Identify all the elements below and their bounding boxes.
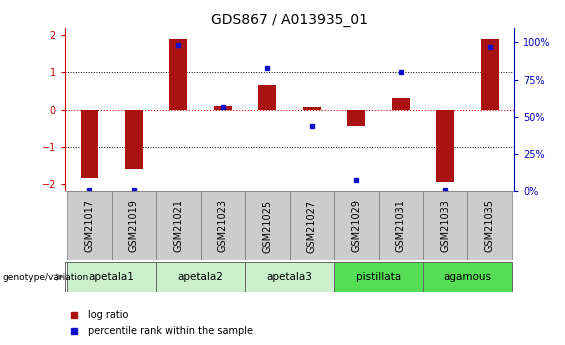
Bar xyxy=(67,262,156,292)
Text: GSM21021: GSM21021 xyxy=(173,199,184,253)
Bar xyxy=(156,262,245,292)
Text: log ratio: log ratio xyxy=(88,310,128,319)
Bar xyxy=(112,191,156,260)
Title: GDS867 / A013935_01: GDS867 / A013935_01 xyxy=(211,12,368,27)
Bar xyxy=(423,262,512,292)
Bar xyxy=(289,191,334,260)
Bar xyxy=(303,107,321,110)
Bar xyxy=(214,106,232,110)
Bar xyxy=(201,191,245,260)
Bar xyxy=(258,85,276,110)
Text: GSM21019: GSM21019 xyxy=(129,199,139,253)
Text: apetala3: apetala3 xyxy=(267,272,312,282)
Bar xyxy=(423,191,467,260)
Text: GSM21029: GSM21029 xyxy=(351,199,361,253)
Bar xyxy=(347,110,365,126)
Bar xyxy=(170,39,187,110)
Bar xyxy=(67,191,112,260)
Bar xyxy=(81,110,98,178)
Text: genotype/variation: genotype/variation xyxy=(3,273,89,282)
Text: GSM21031: GSM21031 xyxy=(396,199,406,253)
Text: agamous: agamous xyxy=(444,272,492,282)
Text: apetala1: apetala1 xyxy=(89,272,134,282)
Text: GSM21035: GSM21035 xyxy=(485,199,495,253)
Text: GSM21023: GSM21023 xyxy=(218,199,228,253)
Text: apetala2: apetala2 xyxy=(177,272,224,282)
Bar xyxy=(392,98,410,110)
Bar xyxy=(125,110,143,169)
Bar xyxy=(245,262,334,292)
Text: GSM21027: GSM21027 xyxy=(307,199,317,253)
Text: percentile rank within the sample: percentile rank within the sample xyxy=(88,326,253,336)
Bar xyxy=(334,262,423,292)
Bar xyxy=(436,110,454,182)
Bar xyxy=(481,39,498,110)
Bar xyxy=(156,191,201,260)
Bar xyxy=(334,191,379,260)
Bar xyxy=(379,191,423,260)
Text: GSM21025: GSM21025 xyxy=(262,199,272,253)
Bar xyxy=(245,191,289,260)
Text: pistillata: pistillata xyxy=(356,272,401,282)
Text: GSM21017: GSM21017 xyxy=(84,199,94,253)
Text: GSM21033: GSM21033 xyxy=(440,199,450,253)
Bar xyxy=(467,191,512,260)
